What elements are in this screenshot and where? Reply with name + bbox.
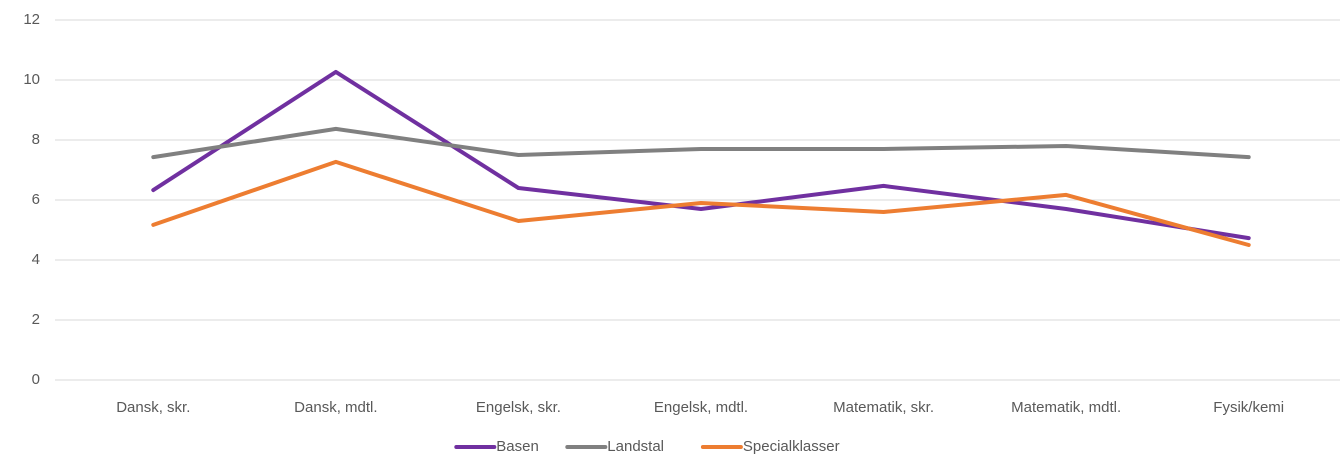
series-line — [151, 69, 1251, 241]
series-line — [151, 126, 1251, 160]
x-tick-label: Engelsk, skr. — [476, 399, 561, 416]
y-tick-label: 0 — [32, 371, 40, 388]
y-tick-label: 6 — [32, 191, 40, 208]
legend-label: Specialklasser — [743, 438, 840, 455]
x-tick-label: Engelsk, mdtl. — [654, 399, 748, 416]
y-tick-label: 12 — [23, 11, 40, 28]
x-tick-label: Dansk, mdtl. — [294, 399, 377, 416]
y-tick-label: 4 — [32, 251, 40, 268]
y-tick-label: 10 — [23, 71, 40, 88]
legend-label: Landstal — [607, 438, 664, 455]
x-tick-label: Dansk, skr. — [116, 399, 190, 416]
x-tick-label: Fysik/kemi — [1213, 399, 1284, 416]
legend-label: Basen — [496, 438, 539, 455]
series-line — [151, 159, 1251, 247]
x-tick-label: Matematik, skr. — [833, 399, 934, 416]
x-tick-label: Matematik, mdtl. — [1011, 399, 1121, 416]
y-tick-label: 2 — [32, 311, 40, 328]
y-tick-label: 8 — [32, 131, 40, 148]
